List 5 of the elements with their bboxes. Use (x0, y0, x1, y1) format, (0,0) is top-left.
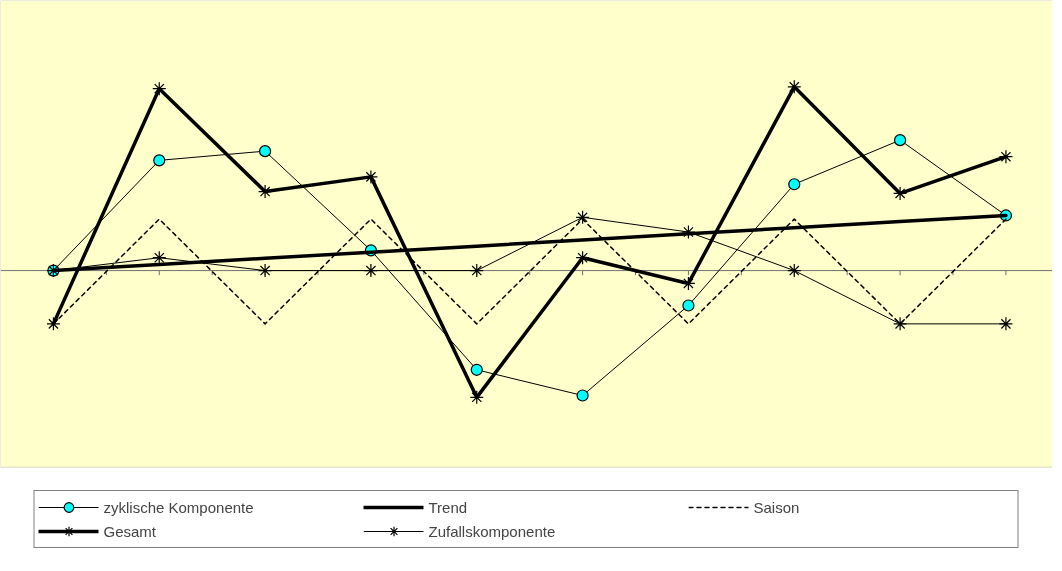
legend-label: zyklische Komponente (103, 497, 255, 518)
legend-label: Saison (753, 497, 801, 518)
legend-label: Zufallskomponente (428, 521, 557, 542)
legend-label: Gesamt (103, 521, 157, 542)
legend-label: Trend (428, 497, 469, 518)
